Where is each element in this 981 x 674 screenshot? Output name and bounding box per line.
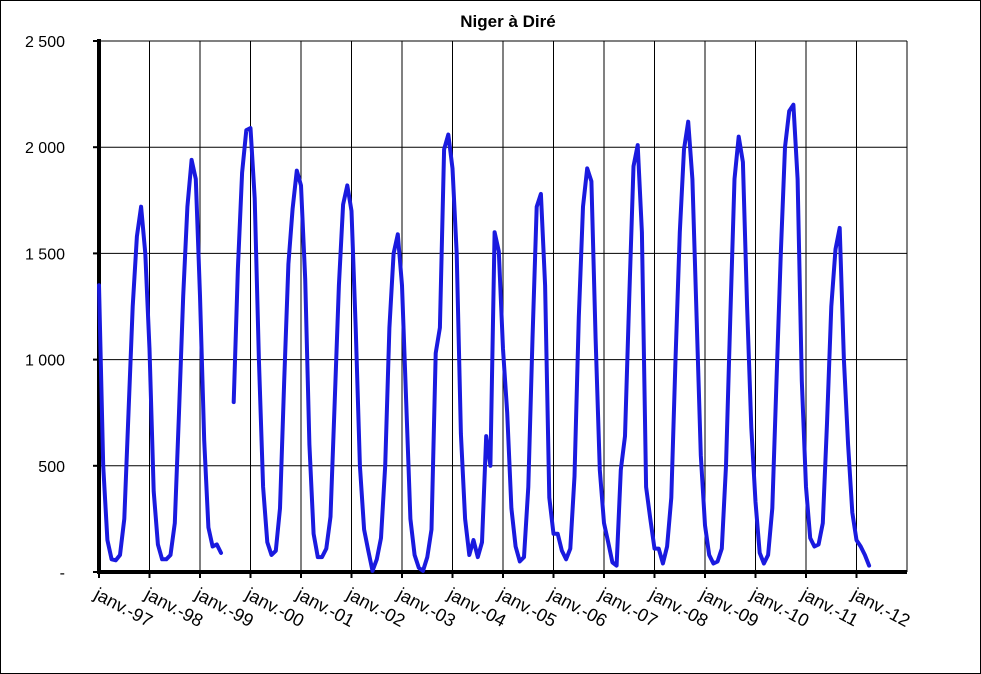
x-tick-label: janv.-98 xyxy=(141,583,207,631)
series-line xyxy=(97,157,223,563)
x-tick-label: janv.-00 xyxy=(242,583,308,631)
chart-title: Niger à Diré xyxy=(460,12,555,31)
x-tick-label: janv.-04 xyxy=(444,583,510,631)
x-tick-label: janv.-05 xyxy=(494,583,560,631)
x-tick-label: janv.-07 xyxy=(595,583,661,631)
x-tick-label: janv.-02 xyxy=(343,583,409,631)
x-tick-label: janv.-08 xyxy=(646,583,712,631)
x-tick-label: janv.-10 xyxy=(747,583,813,631)
series-line xyxy=(231,102,872,573)
x-tick-label: janv.-03 xyxy=(393,583,459,631)
x-tick-label: janv.-12 xyxy=(848,583,914,631)
y-tick-label: 500 xyxy=(38,459,65,476)
y-tick-label: 2 500 xyxy=(25,34,65,51)
series-layer xyxy=(97,102,872,573)
x-tick-label: janv.-06 xyxy=(545,583,611,631)
x-tick-label: janv.-09 xyxy=(696,583,762,631)
x-tick-label: janv.-99 xyxy=(191,583,257,631)
y-tick-label: 1 000 xyxy=(25,353,65,370)
y-tick-label: - xyxy=(60,565,65,582)
y-tick-label: 2 000 xyxy=(25,140,65,157)
x-tick-label: janv.-97 xyxy=(90,583,156,631)
y-tick-label: 1 500 xyxy=(25,246,65,263)
x-tick-label: janv.-01 xyxy=(292,583,358,631)
